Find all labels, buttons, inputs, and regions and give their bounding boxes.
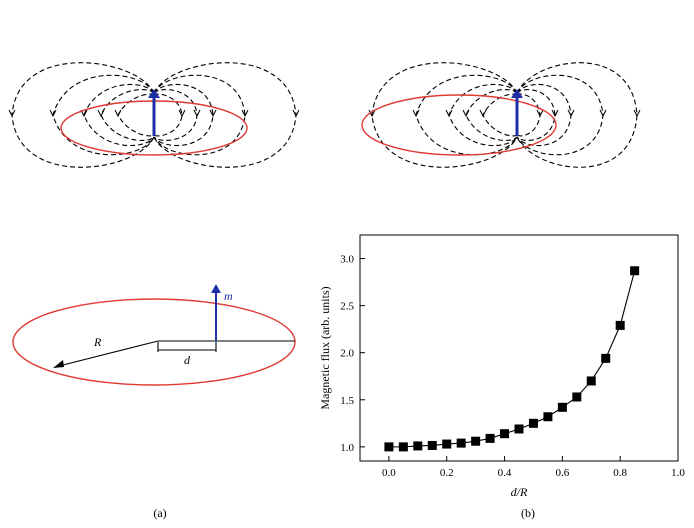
caption-b: (b)	[521, 506, 535, 520]
data-point	[557, 402, 567, 412]
dipole-arrowhead-centered	[148, 89, 160, 98]
y-tick-label: 1.0	[340, 442, 354, 454]
data-point	[500, 429, 510, 439]
current-loop-offset	[361, 94, 557, 156]
caption-a: (a)	[153, 506, 166, 520]
radius-arrowhead	[53, 360, 64, 368]
data-point	[630, 266, 640, 276]
field-arrows-centered	[8, 109, 300, 118]
x-tick-label: 0.6	[555, 467, 569, 479]
x-tick-label: 0.4	[498, 467, 512, 479]
y-axis-label: Magnetic flux (arb. units)	[318, 286, 332, 409]
data-point	[398, 442, 408, 452]
data-point	[572, 392, 582, 402]
x-tick-label: 1.0	[671, 467, 685, 479]
radius-line	[54, 340, 159, 368]
flux-chart: 0.0 0.2 0.4 0.6 0.8 1.0 1.0 1.5 2.0 2.5 3.0 d/R M…	[318, 234, 685, 499]
data-point	[384, 442, 394, 452]
moment-arrowhead	[211, 284, 221, 293]
field-arrows-offset	[368, 109, 641, 118]
x-axis-label: d/R	[511, 485, 528, 499]
y-tick-label: 1.5	[340, 395, 354, 407]
data-point	[528, 418, 538, 428]
dipole-arrowhead-offset	[511, 89, 523, 98]
data-point	[442, 439, 452, 449]
data-point	[615, 320, 625, 330]
moment-label: m	[224, 289, 233, 303]
geometry-schematic: R d m	[12, 284, 296, 386]
data-point	[601, 353, 611, 363]
field-diagram-centered	[8, 62, 300, 168]
data-point	[456, 438, 466, 448]
field-diagram-offset	[361, 62, 641, 168]
series-line	[388, 270, 636, 448]
x-ticks: 0.0 0.2 0.4 0.6 0.8 1.0	[382, 456, 685, 479]
data-point	[586, 376, 596, 386]
data-point	[471, 436, 481, 446]
data-point	[514, 424, 524, 434]
data-point	[543, 412, 553, 422]
y-tick-label: 3.0	[340, 254, 354, 266]
data-point	[427, 440, 437, 450]
data-point	[485, 433, 495, 443]
y-tick-label: 2.5	[340, 301, 354, 313]
plot-frame	[359, 234, 679, 462]
series-markers	[384, 266, 640, 452]
loop-outline	[12, 298, 296, 386]
y-ticks: 1.0 1.5 2.0 2.5 3.0	[340, 254, 365, 454]
radius-label: R	[93, 335, 102, 349]
x-tick-label: 0.0	[382, 467, 396, 479]
x-tick-label: 0.8	[613, 467, 627, 479]
y-tick-label: 2.0	[340, 348, 354, 360]
x-tick-label: 0.2	[440, 467, 454, 479]
data-point	[413, 441, 423, 451]
distance-label: d	[184, 353, 191, 367]
